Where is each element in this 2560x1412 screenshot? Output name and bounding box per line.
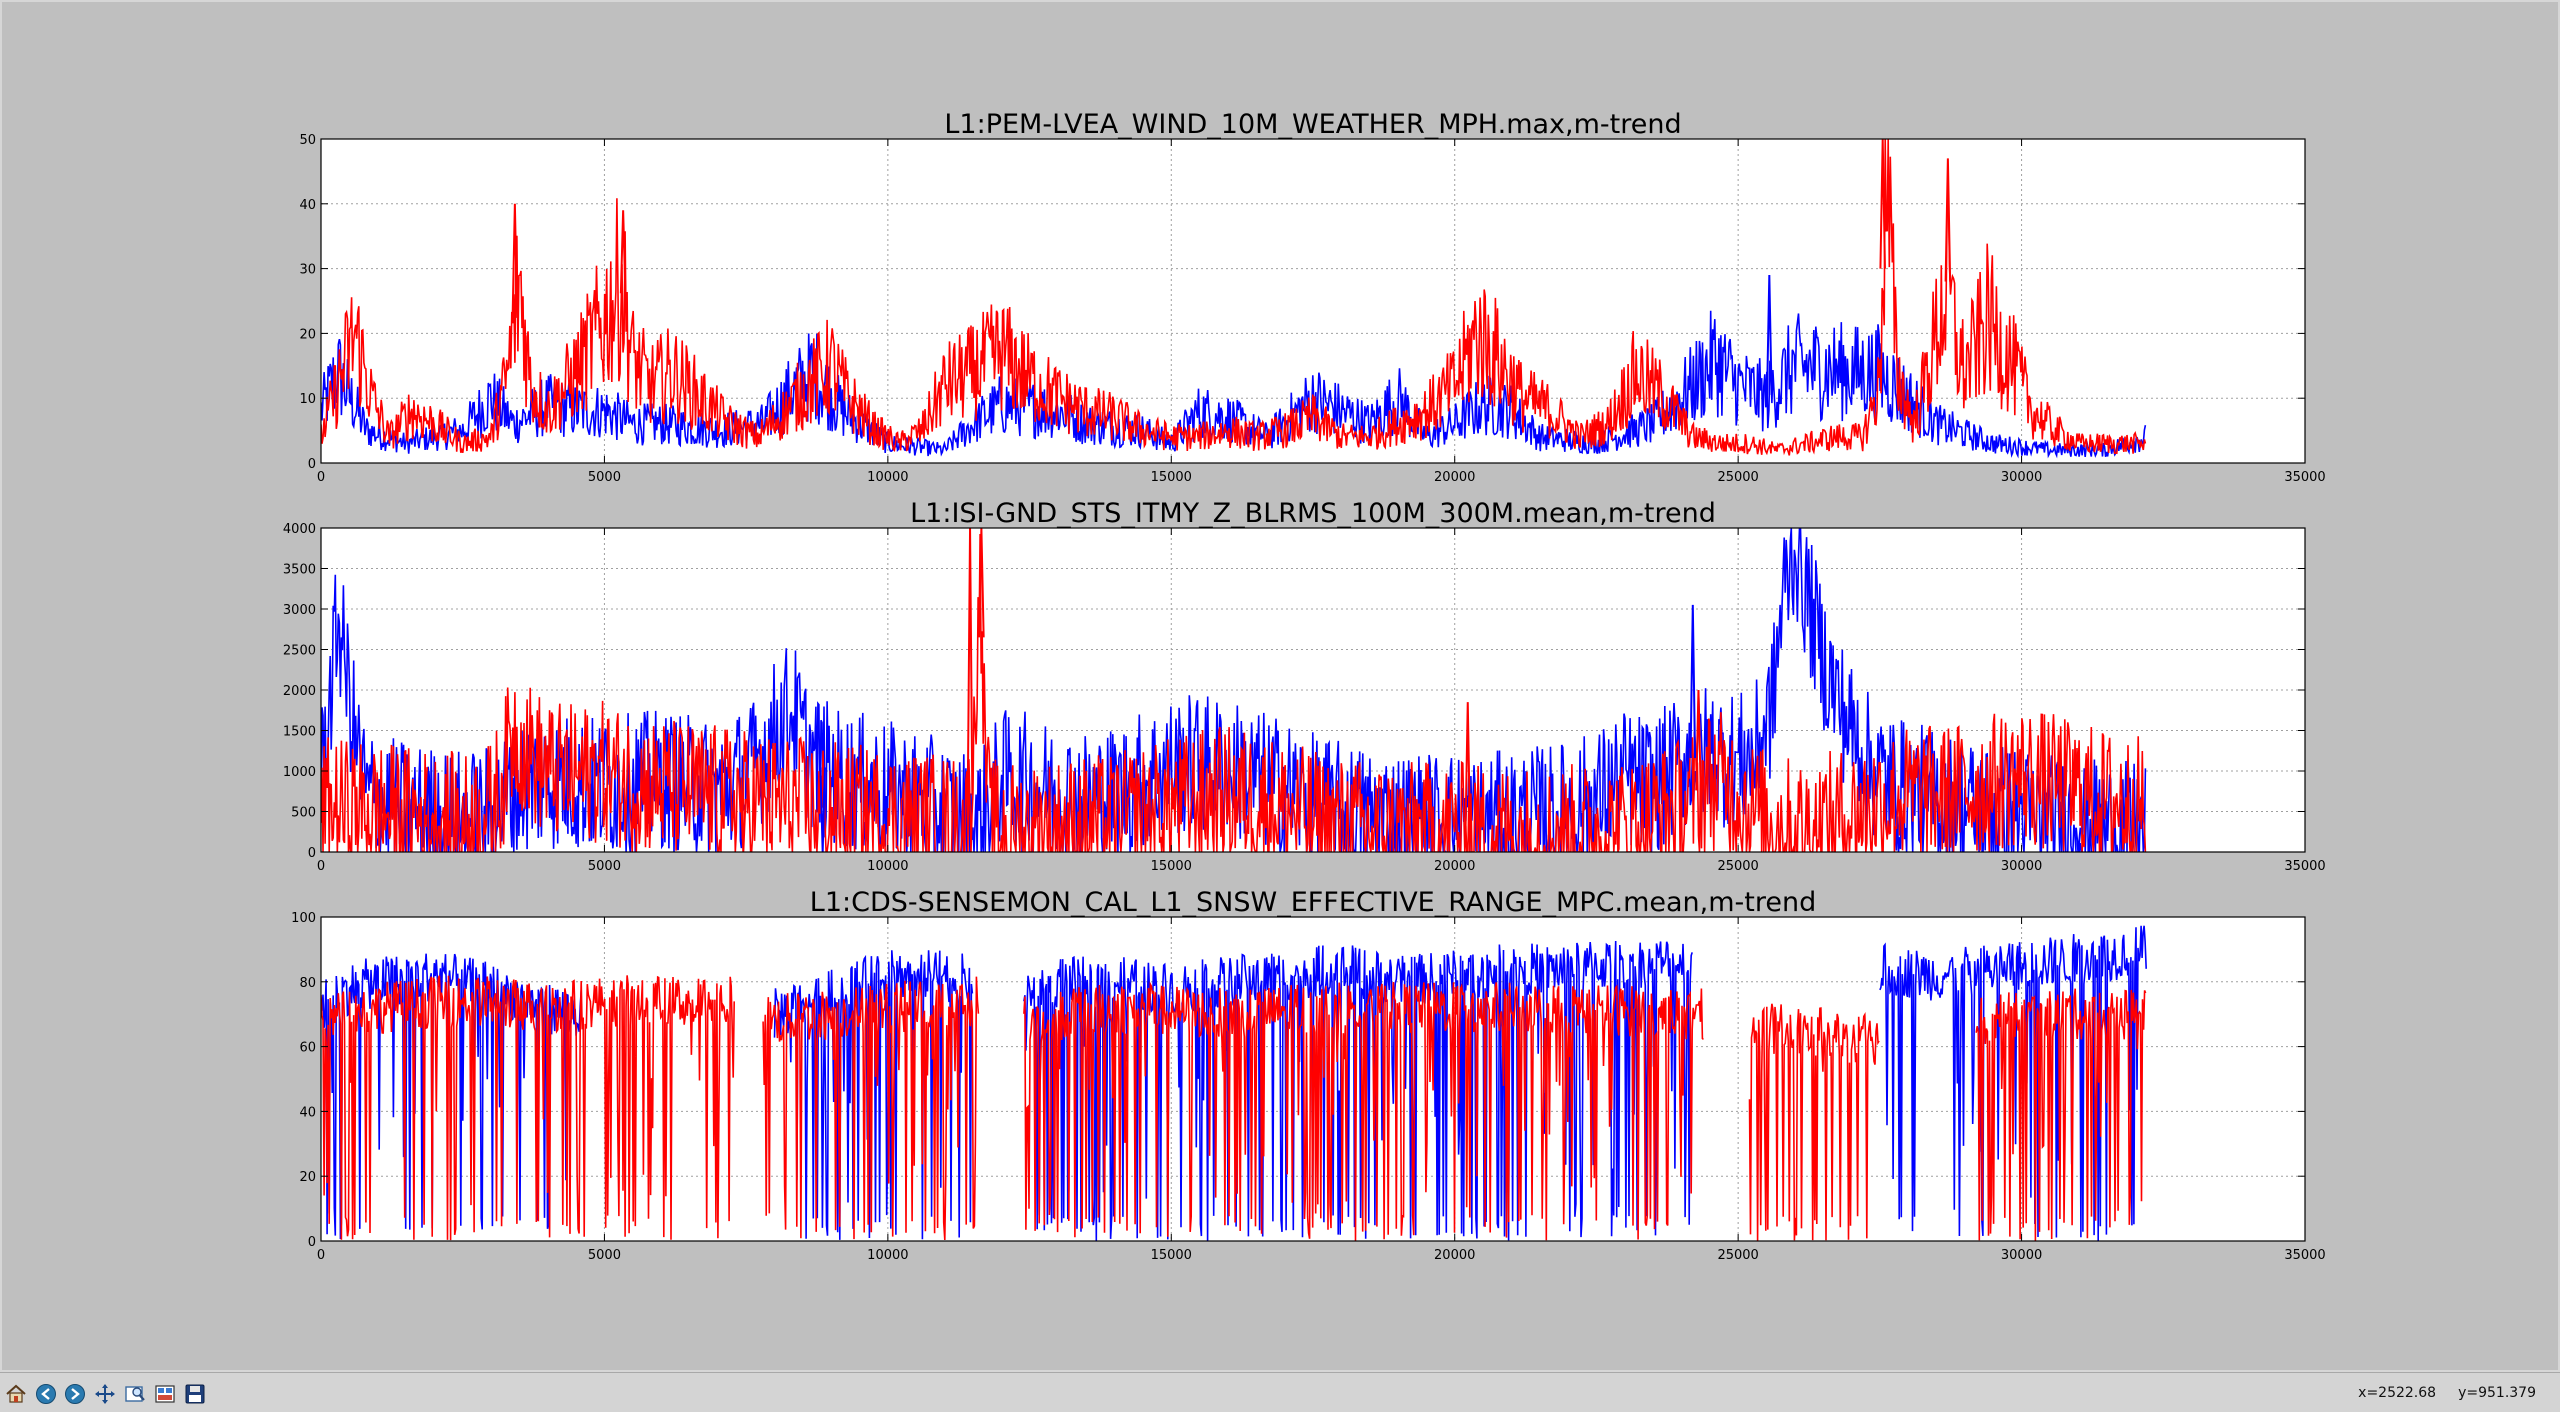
series-spike (1689, 604, 1697, 759)
series-spike (619, 210, 627, 294)
x-tick-label: 35000 (2284, 1248, 2325, 1263)
y-tick-label: 1500 (283, 725, 316, 740)
series-spike (966, 528, 974, 796)
y-tick-label: 20 (299, 1170, 316, 1185)
series-spike (819, 767, 826, 852)
series-spike (1879, 139, 1886, 269)
blue-series-line (1023, 940, 1693, 1241)
x-tick-label: 20000 (1434, 470, 1475, 485)
cursor-x-readout: x=2522.68 (2358, 1385, 2437, 1401)
chart-title: L1:CDS-SENSEMON_CAL_L1_SNSW_EFFECTIVE_RA… (810, 887, 1816, 918)
series-group (321, 139, 2147, 459)
x-tick-label: 10000 (867, 1248, 908, 1263)
cursor-y-readout: y=951.379 (2458, 1385, 2536, 1401)
series-spike (740, 798, 747, 852)
y-tick-label: 100 (291, 911, 316, 926)
y-tick-label: 500 (291, 806, 316, 821)
y-tick-label: 3500 (283, 563, 316, 578)
y-tick-label: 0 (308, 457, 316, 472)
home-icon[interactable] (4, 1382, 28, 1406)
chart-title: L1:ISI-GND_STS_ITMY_Z_BLRMS_100M_300M.me… (910, 498, 1716, 529)
y-tick-label: 3000 (283, 603, 316, 618)
red-series-line (762, 976, 980, 1241)
save-floppy-icon[interactable] (183, 1382, 207, 1406)
x-tick-label: 20000 (1434, 1248, 1475, 1263)
x-tick-label: 10000 (867, 470, 908, 485)
y-tick-label: 4000 (283, 522, 316, 537)
series-spike (1695, 689, 1702, 791)
y-tick-label: 30 (299, 263, 316, 278)
subplot-2: 0 5000 10000 15000 20000 25000 30000 35000 0 500 1… (283, 498, 2326, 874)
red-series-line (321, 975, 735, 1241)
red-series-line (321, 139, 2147, 456)
axes-frame (320, 916, 2306, 1242)
y-tick-label: 20 (299, 327, 316, 342)
y-tick-label: 0 (308, 846, 316, 861)
x-tick-label: 15000 (1151, 859, 1192, 874)
subplot-3: 0 5000 10000 15000 20000 25000 30000 35000 0 20 40… (291, 887, 2326, 1263)
x-tick-label: 25000 (1717, 470, 1758, 485)
x-tick-label: 5000 (588, 470, 621, 485)
subplot-1: 0 5000 10000 15000 20000 25000 30000 35000 0 10 20… (299, 109, 2325, 485)
y-tick-label: 80 (299, 976, 316, 991)
x-tick-label: 30000 (2001, 1248, 2042, 1263)
series-spike (1464, 702, 1472, 833)
red-series-line (321, 533, 2147, 852)
x-tick-label: 25000 (1717, 859, 1758, 874)
x-tick-label: 10000 (867, 859, 908, 874)
plots-svg: 0 5000 10000 15000 20000 25000 30000 3500001020… (283, 109, 2326, 1263)
y-tick-label: 1000 (283, 765, 316, 780)
zoom-rect-icon[interactable] (123, 1382, 147, 1406)
y-tick-label: 0 (308, 1235, 316, 1250)
series-spike (1944, 158, 1952, 282)
red-series-line (1748, 1003, 1880, 1241)
y-tick-label: 60 (299, 1041, 316, 1056)
x-tick-label: 15000 (1151, 1248, 1192, 1263)
blue-series-line (321, 310, 2147, 459)
y-tick-label: 50 (299, 133, 316, 148)
figure-canvas: 0 5000 10000 15000 20000 25000 30000 35000 0 10 20… (0, 0, 2560, 1372)
y-tick-label: 40 (299, 1105, 316, 1120)
x-tick-label: 15000 (1151, 470, 1192, 485)
navigation-toolbar: x=2522.68 y=951.379 (0, 1372, 2560, 1412)
x-tick-label: 30000 (2001, 470, 2042, 485)
x-tick-label: 30000 (2001, 859, 2042, 874)
x-tick-label: 35000 (2284, 859, 2325, 874)
x-tick-label: 5000 (588, 859, 621, 874)
x-tick-label: 0 (317, 1248, 325, 1263)
series-spike (2074, 827, 2082, 852)
y-tick-label: 10 (299, 392, 316, 407)
x-tick-label: 0 (317, 859, 325, 874)
x-tick-label: 5000 (588, 1248, 621, 1263)
series-spike (425, 770, 432, 815)
subplots-config-icon[interactable] (153, 1382, 177, 1406)
x-tick-label: 20000 (1434, 859, 1475, 874)
cursor-coordinates: x=2522.68 y=951.379 (2336, 1385, 2536, 1401)
x-tick-label: 35000 (2284, 470, 2325, 485)
series-spike (1766, 275, 1773, 395)
series-group (321, 528, 2147, 852)
red-series-line (1023, 981, 1704, 1241)
x-tick-label: 25000 (1717, 1248, 1758, 1263)
blue-series-line (1879, 925, 2147, 1241)
y-tick-label: 40 (299, 198, 316, 213)
series-group (321, 925, 2147, 1241)
x-tick-label: 0 (317, 470, 325, 485)
y-tick-label: 2000 (283, 684, 316, 699)
chart-title: L1:PEM-LVEA_WIND_10M_WEATHER_MPH.max,m-t… (944, 109, 1681, 140)
back-arrow-icon[interactable] (34, 1382, 58, 1406)
series-spike (511, 203, 519, 318)
pan-move-icon[interactable] (93, 1382, 117, 1406)
y-tick-label: 2500 (283, 644, 316, 659)
series-spike (978, 528, 985, 638)
red-series-line (1975, 988, 2147, 1241)
forward-arrow-icon[interactable] (63, 1382, 87, 1406)
axes-frame (320, 138, 2306, 464)
